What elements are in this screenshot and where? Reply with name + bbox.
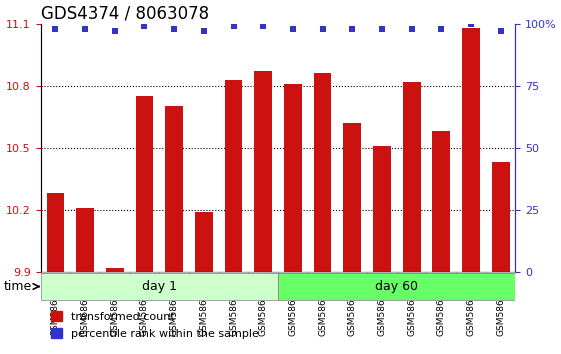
Text: day 1: day 1 — [142, 280, 177, 293]
Bar — [106, 268, 123, 272]
Text: GDS4374 / 8063078: GDS4374 / 8063078 — [40, 4, 209, 22]
FancyBboxPatch shape — [40, 273, 278, 300]
Point — [169, 26, 178, 32]
Point — [467, 21, 476, 27]
Bar — [373, 145, 391, 272]
Point — [229, 23, 238, 29]
Bar — [136, 96, 153, 272]
Point — [288, 26, 297, 32]
Point — [437, 26, 446, 32]
Bar — [343, 123, 361, 272]
Text: time: time — [3, 280, 31, 293]
FancyBboxPatch shape — [278, 273, 516, 300]
Bar — [284, 84, 302, 272]
Point — [81, 26, 90, 32]
Bar — [403, 81, 421, 272]
Bar — [47, 193, 65, 272]
Point — [378, 26, 387, 32]
Point — [140, 23, 149, 29]
Point — [199, 28, 208, 34]
Point — [407, 26, 416, 32]
Point — [51, 26, 60, 32]
Bar — [314, 73, 332, 272]
Bar — [224, 80, 242, 272]
Bar — [462, 28, 480, 272]
Point — [348, 26, 357, 32]
Point — [111, 28, 119, 34]
Text: day 60: day 60 — [375, 280, 419, 293]
Bar — [254, 71, 272, 272]
Bar — [492, 162, 509, 272]
Point — [259, 23, 268, 29]
Bar — [195, 212, 213, 272]
Legend: transformed count, percentile rank within the sample: transformed count, percentile rank withi… — [46, 307, 263, 343]
Point — [318, 26, 327, 32]
Bar — [165, 106, 183, 272]
Point — [496, 28, 505, 34]
Bar — [76, 207, 94, 272]
Bar — [433, 131, 450, 272]
